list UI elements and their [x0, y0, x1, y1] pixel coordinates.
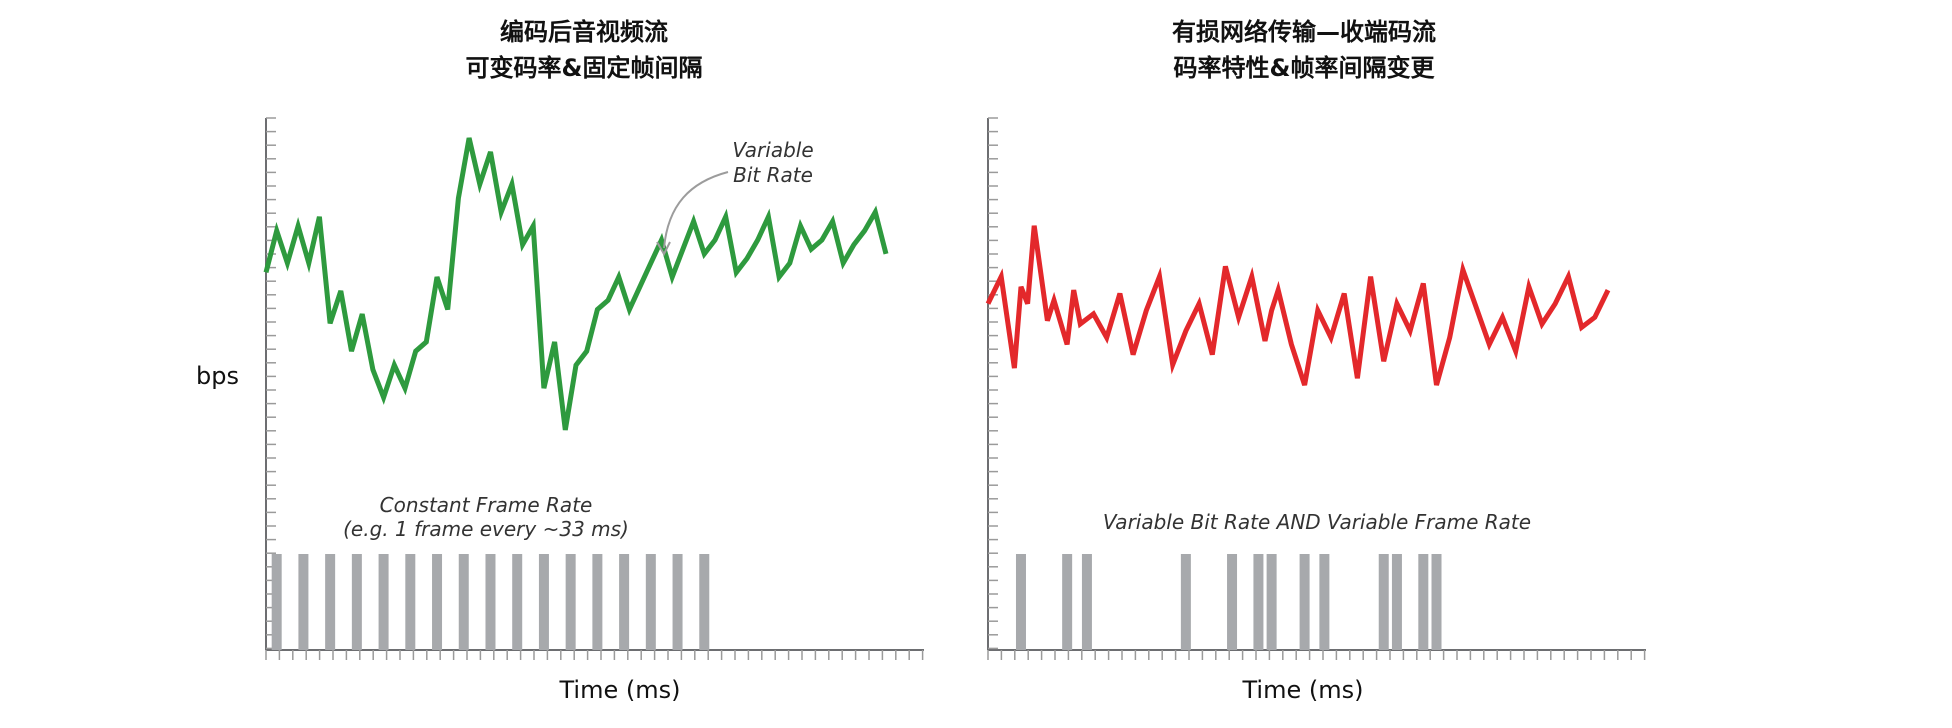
left-frame-markers	[271, 554, 710, 650]
frame-marker	[512, 554, 523, 650]
frame-marker	[619, 554, 630, 650]
frame-marker	[1253, 554, 1264, 650]
frame-marker	[538, 554, 549, 650]
frame-marker	[592, 554, 603, 650]
left-chart-subtitle: 可变码率&固定帧间隔	[466, 54, 703, 82]
frame-marker	[565, 554, 576, 650]
right-chart-subtitle: 码率特性&帧率间隔变更	[1174, 54, 1436, 82]
frame-marker	[485, 554, 496, 650]
frame-marker	[1015, 554, 1026, 650]
chart-right: 有损网络传输—收端码流 码率特性&帧率间隔变更 Time (ms) Variab…	[985, 18, 1646, 704]
frame-marker	[271, 554, 282, 650]
variable-bitrate-annotation-line2: Bit Rate	[733, 163, 813, 187]
annotation-arrow-icon	[663, 171, 729, 249]
frame-marker	[1418, 554, 1429, 650]
frame-marker	[1266, 554, 1277, 650]
right-chart-title: 有损网络传输—收端码流	[1172, 18, 1436, 46]
frame-marker	[645, 554, 656, 650]
frame-marker	[672, 554, 683, 650]
frame-marker	[1431, 554, 1442, 650]
left-x-axis-label: Time (ms)	[559, 676, 681, 704]
frame-marker	[1227, 554, 1238, 650]
frame-marker	[405, 554, 416, 650]
right-axes	[987, 117, 1646, 660]
right-bitrate-line	[985, 225, 1611, 386]
frame-marker	[325, 554, 336, 650]
frame-marker	[1378, 554, 1389, 650]
frame-marker	[1391, 554, 1402, 650]
variable-frame-rate-label: Variable Bit Rate AND Variable Frame Rat…	[1103, 510, 1531, 534]
frame-marker	[378, 554, 389, 650]
frame-marker	[699, 554, 710, 650]
annotation-arrowhead-icon	[656, 241, 671, 257]
chart-left: 编码后音视频流 可变码率&固定帧间隔 bps Time (ms) Variabl…	[196, 18, 924, 704]
left-y-axis-label: bps	[196, 362, 239, 390]
frame-marker	[432, 554, 443, 650]
right-frame-markers	[1015, 554, 1442, 650]
frame-marker	[1299, 554, 1310, 650]
frame-marker	[351, 554, 362, 650]
left-chart-title: 编码后音视频流	[500, 18, 668, 46]
frame-marker	[1319, 554, 1330, 650]
right-x-axis-label: Time (ms)	[1242, 676, 1364, 704]
constant-frame-rate-label-line1: Constant Frame Rate	[380, 493, 593, 517]
variable-bitrate-annotation-line1: Variable	[732, 138, 813, 162]
frame-marker	[458, 554, 469, 650]
frame-marker	[1081, 554, 1092, 650]
constant-frame-rate-label-line2: (e.g. 1 frame every ~33 ms)	[343, 517, 629, 541]
frame-marker	[1180, 554, 1191, 650]
left-bitrate-line	[263, 137, 889, 431]
frame-marker	[1062, 554, 1073, 650]
frame-marker	[298, 554, 309, 650]
